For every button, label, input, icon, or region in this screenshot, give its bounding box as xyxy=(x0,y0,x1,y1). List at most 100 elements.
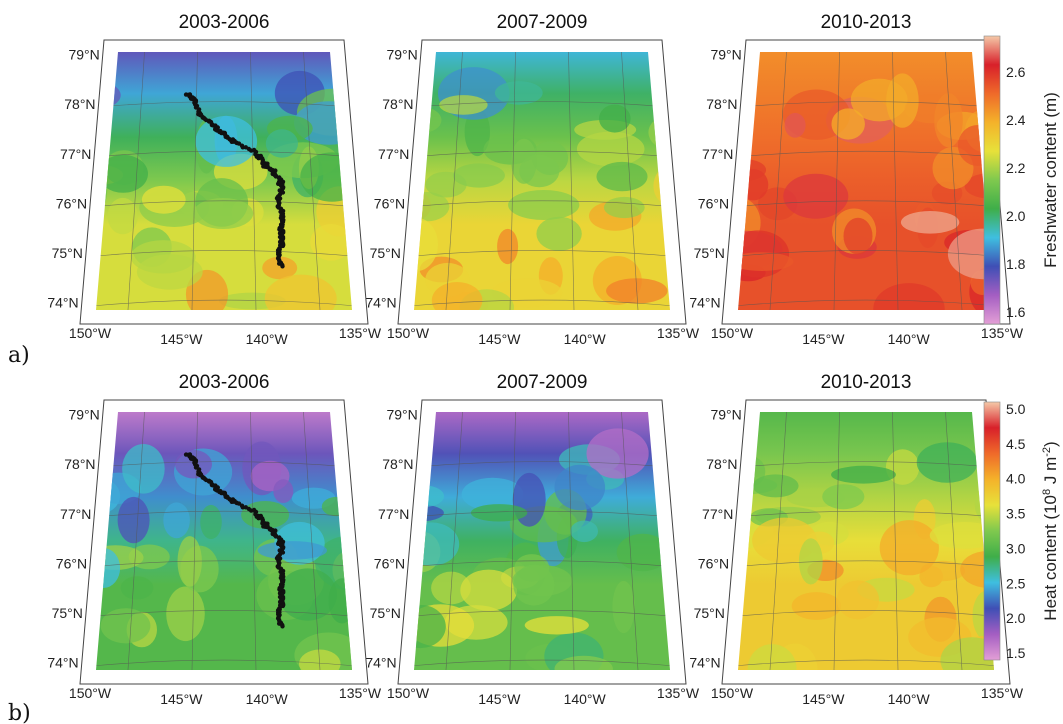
lat-tick-label: 79°N xyxy=(68,47,99,63)
colorbar-tick-label: 2.5 xyxy=(1006,575,1026,591)
row-labels: a) b) xyxy=(8,343,31,724)
lon-tick-label: 145°W xyxy=(160,691,203,707)
field-blob xyxy=(831,465,896,484)
lat-tick-label: 78°N xyxy=(64,456,95,472)
field-blob xyxy=(278,568,338,621)
panel-title: 2003-2006 xyxy=(179,372,270,393)
lon-tick-label: 145°W xyxy=(802,691,845,707)
colorbar-tick-label: 1.5 xyxy=(1006,645,1026,661)
lat-tick-label: 75°N xyxy=(52,605,83,621)
lon-tick-label: 140°W xyxy=(564,691,607,707)
colorbar-ramp xyxy=(983,401,1001,661)
field-blob xyxy=(98,154,148,193)
map-panel: 2007-2009 79°N 78°N 77°N 76°N 75°N 74°N 150°W 14… xyxy=(365,372,700,707)
colorbar-ramp xyxy=(983,35,1001,325)
lat-tick-label: 79°N xyxy=(386,47,417,63)
field-blob xyxy=(257,541,327,560)
field-blob xyxy=(508,190,580,220)
field-blob xyxy=(879,520,939,576)
panel-title: 2007-2009 xyxy=(497,372,588,393)
lat-tick-label: 74°N xyxy=(365,295,396,311)
field-blob xyxy=(414,604,446,649)
lon-tick-label: 150°W xyxy=(711,685,754,701)
field-blob xyxy=(464,107,490,157)
lat-tick-label: 78°N xyxy=(382,96,413,112)
lat-tick-label: 76°N xyxy=(56,195,87,211)
map-panel: 2010-2013 79°N 78°N 77°N 76°N 75°N 74°N 150°W 14… xyxy=(689,372,1024,707)
field-blob xyxy=(738,252,794,272)
lon-tick-label: 135°W xyxy=(657,685,700,701)
lon-tick-label: 150°W xyxy=(387,325,430,341)
lat-tick-label: 74°N xyxy=(689,295,720,311)
lat-tick-label: 77°N xyxy=(378,506,409,522)
lat-tick-label: 76°N xyxy=(698,195,729,211)
field-blob xyxy=(497,228,519,265)
track-point xyxy=(280,624,285,629)
lat-tick-label: 79°N xyxy=(710,47,741,63)
field-blob xyxy=(554,464,606,511)
colorbar: 5.0 4.5 4.0 3.5 3.0 2.5 2.0 1.5 Heat content (10… xyxy=(983,401,1060,661)
colorbar-tick-label: 4.5 xyxy=(1006,436,1026,452)
graticule xyxy=(414,412,670,670)
field-blob xyxy=(117,496,150,544)
field-blob xyxy=(166,586,205,642)
field-blob xyxy=(163,502,190,539)
field-blob xyxy=(524,616,589,635)
graticule xyxy=(96,52,352,310)
field-blob xyxy=(947,228,994,280)
lat-tick-label: 79°N xyxy=(386,407,417,423)
panel-title: 2007-2009 xyxy=(497,12,588,33)
track-point xyxy=(273,534,279,539)
colorbar-tick-label: 1.6 xyxy=(1006,304,1026,320)
field-blob xyxy=(273,479,294,503)
field-blob xyxy=(141,185,186,214)
field-blob xyxy=(612,580,635,634)
colorbar-title: Heat content (108 J m-2) xyxy=(1041,441,1060,620)
lon-tick-label: 145°W xyxy=(478,331,521,347)
lat-tick-label: 74°N xyxy=(689,655,720,671)
graticule xyxy=(96,412,352,670)
lon-tick-label: 150°W xyxy=(69,325,112,341)
lon-tick-label: 145°W xyxy=(802,331,845,347)
graticule xyxy=(414,52,670,310)
lat-tick-label: 77°N xyxy=(702,146,733,162)
field-blob xyxy=(784,112,806,138)
field-blob xyxy=(586,428,649,479)
colorbar-tick-label: 4.0 xyxy=(1006,471,1026,487)
lat-tick-label: 79°N xyxy=(68,407,99,423)
lat-tick-label: 78°N xyxy=(64,96,95,112)
lat-tick-label: 77°N xyxy=(60,146,91,162)
field-blob xyxy=(536,216,582,251)
field-blob xyxy=(511,138,537,184)
lat-tick-label: 76°N xyxy=(374,195,405,211)
lat-tick-label: 75°N xyxy=(52,245,83,261)
colorbar-tick-label: 2.6 xyxy=(1006,64,1026,80)
lat-tick-label: 74°N xyxy=(47,655,78,671)
field-blob xyxy=(431,282,483,310)
lon-tick-label: 140°W xyxy=(564,331,607,347)
lat-tick-label: 79°N xyxy=(710,407,741,423)
drift-track xyxy=(183,452,286,629)
track-point xyxy=(280,264,285,269)
lon-tick-label: 140°W xyxy=(246,691,289,707)
lon-tick-label: 150°W xyxy=(711,325,754,341)
field-blob xyxy=(831,108,865,140)
lon-tick-label: 150°W xyxy=(387,685,430,701)
colorbar-tick-label: 2.4 xyxy=(1006,112,1026,128)
field-blob xyxy=(310,224,352,261)
lat-tick-label: 75°N xyxy=(694,605,725,621)
colorbar-tick-label: 3.0 xyxy=(1006,540,1026,556)
map-panel: 2003-2006 79°N 78°N 77°N 76°N 75°N 74°N 150°W 14… xyxy=(47,12,382,347)
field-blob xyxy=(122,444,165,494)
map-panel: 2010-2013 79°N 78°N 77°N 76°N 75°N 74°N 150°W 14… xyxy=(689,12,1024,347)
graticule xyxy=(738,412,994,670)
lat-tick-label: 76°N xyxy=(56,555,87,571)
lat-tick-label: 78°N xyxy=(382,456,413,472)
colorbar: 2.6 2.4 2.2 2.0 1.8 1.6 Freshwater content (m) xyxy=(983,35,1060,325)
field-blob xyxy=(554,655,613,670)
field-blob xyxy=(599,104,631,133)
field-blob xyxy=(916,442,978,483)
colorbar-tick-label: 2.2 xyxy=(1006,160,1026,176)
field-blob xyxy=(885,449,920,485)
